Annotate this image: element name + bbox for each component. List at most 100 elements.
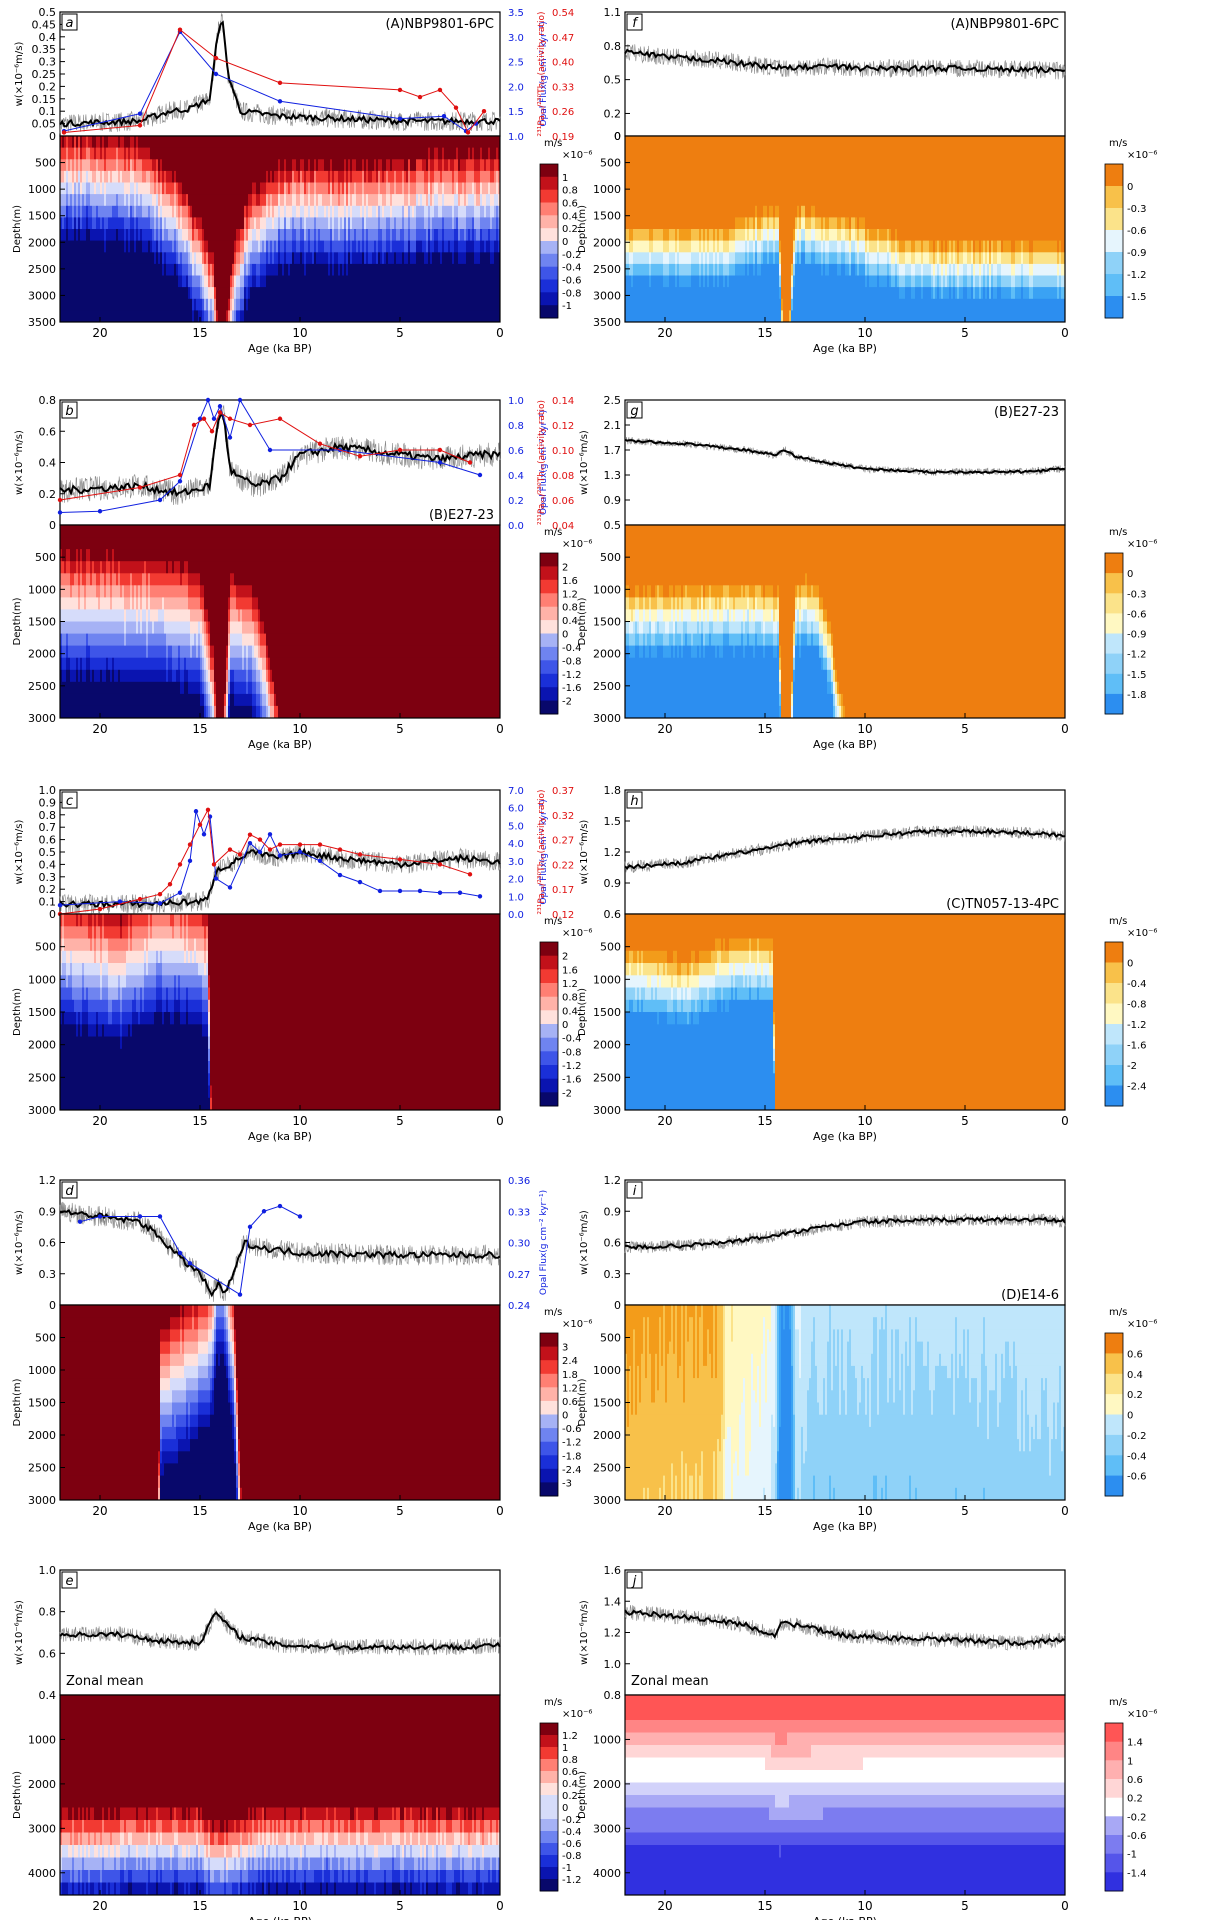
field-cell: [112, 705, 115, 718]
field-cell: [218, 159, 221, 172]
field-cell: [126, 705, 129, 718]
field-cell: [86, 585, 89, 598]
field-cell: [168, 310, 171, 322]
field-cell: [66, 633, 69, 647]
field-cell: [418, 205, 421, 218]
field-cell: [158, 585, 161, 598]
field-cell: [476, 159, 479, 172]
field-cell: [200, 252, 203, 265]
field-cell: [138, 159, 141, 172]
field-cell: [424, 310, 427, 322]
field-cell: [300, 263, 303, 277]
field-cell: [156, 693, 159, 707]
field-cell: [110, 205, 113, 218]
field-cell: [432, 310, 435, 322]
field-cell: [202, 585, 205, 598]
field-cell: [106, 310, 109, 322]
field-cell: [252, 159, 255, 172]
field-cell: [164, 645, 167, 659]
field-cell: [454, 229, 457, 242]
field-cell: [314, 263, 317, 277]
field-cell: [234, 252, 237, 265]
field-cell: [410, 170, 413, 184]
field-cell: [432, 205, 435, 218]
field-cell: [140, 275, 143, 288]
field-cell: [266, 287, 269, 300]
field-cell: [108, 693, 111, 707]
field-cell: [158, 621, 161, 635]
field-cell: [62, 573, 65, 586]
field-cell: [428, 287, 431, 300]
field-cell: [466, 182, 469, 195]
field-cell: [90, 561, 93, 574]
field-cell: [242, 229, 245, 242]
field-cell: [424, 252, 427, 265]
field-cell: [134, 645, 137, 659]
field-cell: [94, 561, 97, 574]
field-cell: [482, 182, 485, 195]
field-cell: [426, 298, 429, 311]
field-cell: [138, 561, 141, 574]
depth-field: [60, 136, 500, 322]
field-cell: [158, 147, 161, 160]
field-cell: [100, 298, 103, 311]
field-cell: [226, 287, 229, 300]
field-cell: [150, 252, 153, 265]
field-cell: [360, 263, 363, 277]
field-cell: [134, 669, 137, 683]
field-cell: [72, 693, 75, 707]
field-cell: [128, 585, 131, 598]
field-cell: [138, 525, 141, 538]
field-cell: [156, 170, 159, 184]
field-cell: [374, 310, 377, 322]
field-cell: [126, 287, 129, 300]
field-cell: [94, 229, 97, 242]
field-cell: [118, 229, 121, 242]
field-cell: [188, 585, 191, 598]
field-cell: [134, 229, 137, 242]
field-cell: [272, 310, 275, 322]
field-cell: [212, 229, 215, 242]
field-cell: [398, 229, 401, 242]
field-cell: [62, 263, 65, 277]
field-cell: [216, 310, 219, 322]
field-cell: [112, 263, 115, 277]
field-cell: [200, 217, 203, 230]
field-cell: [72, 657, 75, 671]
field-cell: [134, 298, 137, 311]
field-cell: [108, 669, 111, 683]
field-cell: [98, 136, 101, 149]
field-cell: [304, 240, 307, 253]
field-cell: [210, 310, 213, 322]
field-cell: [220, 229, 223, 242]
field-cell: [268, 310, 271, 322]
field-cell: [196, 609, 199, 623]
field-cell: [256, 147, 259, 160]
field-cell: [90, 159, 93, 172]
field-cell: [120, 136, 123, 149]
field-cell: [256, 287, 259, 300]
field-cell: [136, 136, 139, 149]
field-cell: [146, 310, 149, 322]
field-cell: [426, 229, 429, 242]
field-cell: [468, 182, 471, 195]
field-cell: [248, 170, 251, 184]
field-cell: [114, 585, 117, 598]
field-cell: [90, 681, 93, 695]
field-cell: [140, 633, 143, 647]
field-cell: [190, 645, 193, 659]
field-cell: [418, 182, 421, 195]
field-cell: [286, 252, 289, 265]
field-cell: [424, 147, 427, 160]
field-cell: [260, 136, 263, 149]
field-cell: [158, 170, 161, 184]
field-cell: [404, 263, 407, 277]
field-cell: [138, 705, 141, 718]
x-tick-label: 5: [396, 326, 404, 340]
field-cell: [96, 657, 99, 671]
field-cell: [466, 229, 469, 242]
field-cell: [160, 657, 163, 671]
field-cell: [106, 705, 109, 718]
field-cell: [386, 298, 389, 311]
field-cell: [440, 205, 443, 218]
